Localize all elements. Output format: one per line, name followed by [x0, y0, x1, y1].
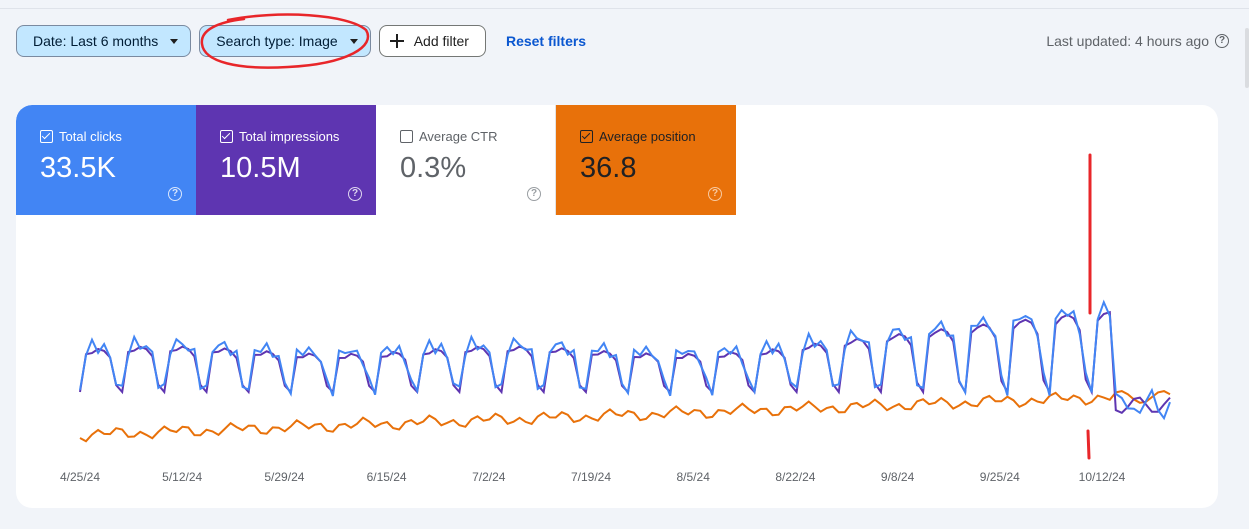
- help-circle-icon[interactable]: ?: [348, 187, 362, 201]
- date-filter-chip[interactable]: Date: Last 6 months: [16, 25, 192, 57]
- checkbox-icon[interactable]: [40, 130, 53, 143]
- caret-down-icon: [170, 38, 179, 44]
- top-divider: [0, 8, 1249, 9]
- last-updated-text: Last updated: 4 hours ago: [1046, 33, 1209, 49]
- annotation-marker-bottom: [1086, 429, 1091, 460]
- add-filter-button[interactable]: Add filter: [378, 25, 486, 57]
- last-updated: Last updated: 4 hours ago ?: [1046, 33, 1229, 49]
- series-line-average-position: [79, 390, 1171, 443]
- metric-label: Average position: [599, 129, 696, 144]
- x-tick-label: 7/19/24: [571, 470, 611, 484]
- help-circle-icon[interactable]: ?: [168, 187, 182, 201]
- x-tick-label: 9/25/24: [980, 470, 1020, 484]
- metric-value: 0.3%: [400, 152, 467, 184]
- x-tick-label: 4/25/24: [60, 470, 100, 484]
- search-type-filter-label: Search type: Image: [216, 33, 338, 49]
- performance-card: Total clicks 33.5K ? Total impressions 1…: [16, 105, 1218, 508]
- performance-chart[interactable]: 4/25/24 5/12/24 5/29/24 6/15/24 7/2/24 7/19/2…: [16, 105, 1218, 508]
- date-filter-label: Date: Last 6 months: [33, 33, 159, 49]
- help-circle-icon[interactable]: ?: [1215, 34, 1229, 48]
- checkbox-icon[interactable]: [580, 130, 593, 143]
- help-circle-icon[interactable]: ?: [708, 187, 722, 201]
- x-tick-label: 10/12/24: [1079, 470, 1126, 484]
- metric-tile-position[interactable]: Average position 36.8 ?: [556, 105, 736, 215]
- caret-down-icon: [349, 38, 358, 44]
- plus-icon: [389, 34, 404, 48]
- x-tick-label: 8/5/24: [677, 470, 711, 484]
- metric-label: Average CTR: [419, 129, 498, 144]
- metric-value: 33.5K: [40, 152, 116, 184]
- x-axis: 4/25/24 5/12/24 5/29/24 6/15/24 7/2/24 7/19/2…: [60, 470, 1126, 484]
- reset-filters-link[interactable]: Reset filters: [505, 33, 587, 49]
- scrollbar[interactable]: [1245, 28, 1249, 88]
- metric-tile-impressions[interactable]: Total impressions 10.5M ?: [196, 105, 376, 215]
- checkbox-icon[interactable]: [220, 130, 233, 143]
- x-tick-label: 5/12/24: [162, 470, 202, 484]
- x-tick-label: 9/8/24: [881, 470, 915, 484]
- metric-label: Total clicks: [59, 129, 122, 144]
- metric-label: Total impressions: [239, 129, 340, 144]
- metric-tile-clicks[interactable]: Total clicks 33.5K ?: [16, 105, 196, 215]
- x-tick-label: 8/22/24: [775, 470, 815, 484]
- metric-value: 10.5M: [220, 152, 301, 184]
- x-tick-label: 6/15/24: [367, 470, 407, 484]
- help-circle-icon[interactable]: ?: [527, 187, 541, 201]
- filter-bar: Date: Last 6 months Search type: Image A…: [16, 25, 586, 57]
- add-filter-label: Add filter: [413, 33, 469, 49]
- checkbox-icon[interactable]: [400, 130, 413, 143]
- x-tick-label: 5/29/24: [264, 470, 304, 484]
- x-tick-label: 7/2/24: [472, 470, 506, 484]
- metric-tiles: Total clicks 33.5K ? Total impressions 1…: [16, 105, 736, 215]
- series-line-total-clicks: [79, 299, 1171, 421]
- metric-value: 36.8: [580, 152, 637, 184]
- metric-tile-ctr[interactable]: Average CTR 0.3% ?: [376, 105, 556, 215]
- search-type-filter-chip[interactable]: Search type: Image: [199, 25, 371, 57]
